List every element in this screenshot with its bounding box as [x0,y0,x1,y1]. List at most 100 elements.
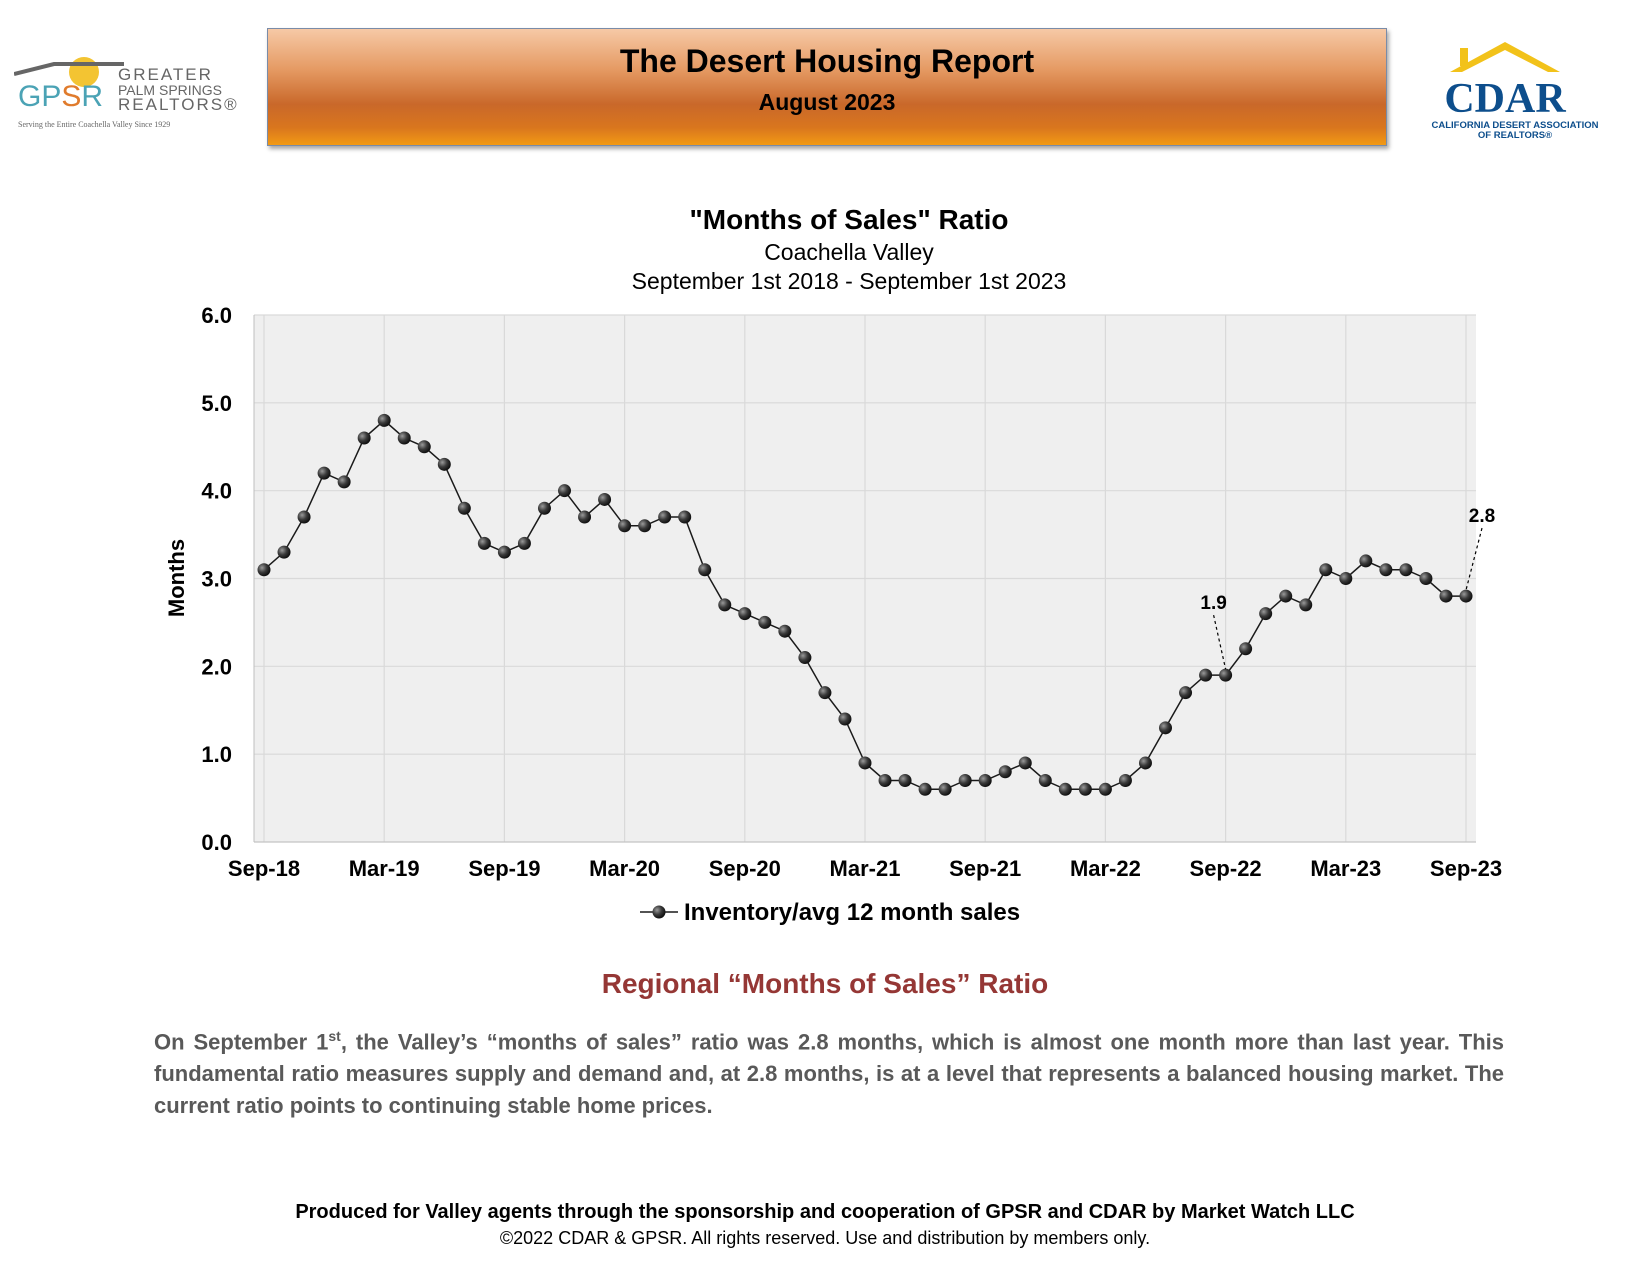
x-tick-label: Mar-19 [349,856,420,881]
data-point [1379,563,1393,577]
data-point [257,563,271,577]
legend-label: Inventory/avg 12 month sales [684,899,1020,926]
x-tick-label: Mar-23 [1310,856,1381,881]
data-point [337,475,351,489]
data-point [1219,668,1233,682]
data-point [818,686,832,700]
gpsr-mark-g: GP [18,80,61,113]
data-point [417,440,431,454]
gpsr-line3: REALTORS® [118,95,239,114]
gpsr-mark-s: S [61,80,81,113]
report-title: The Desert Housing Report [619,43,1035,79]
data-point [1439,589,1453,603]
data-point [718,598,732,612]
data-point [618,519,632,533]
data-point [1058,782,1072,796]
cdar-roof-icon [1450,42,1560,72]
data-point [1299,598,1313,612]
data-point [578,510,592,524]
data-point [1199,668,1213,682]
x-tick-label: Sep-19 [468,856,540,881]
data-point [918,782,932,796]
data-point [1259,607,1273,621]
data-point [658,510,672,524]
x-tick-label: Mar-22 [1070,856,1141,881]
y-tick-label: 6.0 [201,303,232,328]
annotation-label: 1.9 [1200,593,1226,614]
data-point [1179,686,1193,700]
data-point [1038,774,1052,788]
cdar-chimney-icon [1460,48,1468,66]
chart-date-range: September 1st 2018 - September 1st 2023 [632,268,1067,294]
gpsr-tagline: Serving the Entire Coachella Valley Sinc… [18,120,170,129]
chart-title: "Months of Sales" Ratio [689,204,1008,235]
data-point [1459,589,1473,603]
x-tick-label: Sep-20 [709,856,781,881]
data-point [1339,572,1353,585]
data-point [537,501,551,515]
data-point [1098,782,1112,796]
y-axis-label: Months [164,539,189,617]
y-tick-label: 3.0 [201,567,232,592]
data-point [1118,774,1132,788]
data-point [558,484,571,498]
data-point [1138,756,1152,770]
data-point [297,510,311,524]
data-point [1078,782,1092,796]
x-tick-label: Sep-23 [1430,856,1502,881]
data-point [1319,563,1333,577]
footer-sponsorship: Produced for Valley agents through the s… [295,1201,1355,1223]
y-tick-label: 5.0 [201,391,232,416]
data-point [1159,721,1172,735]
gpsr-logo: GPSR GREATER PALM SPRINGS REALTORS® Serv… [14,57,239,129]
report-banner: The Desert Housing Report August 2023 [267,28,1387,146]
cdar-mark: CDAR [1444,76,1566,122]
data-point [457,501,471,515]
data-point [858,756,872,770]
para-sup: st [328,1028,341,1044]
y-tick-label: 2.0 [201,654,232,679]
annotation-label: 2.8 [1469,506,1495,527]
data-point [778,624,792,638]
data-point [277,545,291,559]
data-point [1018,756,1032,770]
section-heading: Regional “Months of Sales” Ratio [601,968,1049,999]
x-tick-label: Mar-21 [830,856,901,881]
data-point [998,765,1012,779]
data-point [678,510,692,524]
cdar-line2: OF REALTORS® [1478,130,1552,141]
chart-subtitle: Coachella Valley [764,239,934,265]
annotation-leader [1465,527,1483,591]
data-point [878,774,892,788]
data-point [958,774,972,788]
data-point [798,651,812,665]
data-point [1279,589,1293,603]
series-points [257,413,1473,796]
x-tick-label: Sep-18 [228,856,300,881]
data-point [1419,572,1433,585]
gpsr-line1: GREATER [118,65,213,84]
data-annotations: 1.9 2.8 [1200,506,1495,670]
data-point [898,774,912,788]
data-point [437,457,451,471]
cdar-logo: CDAR CALIFORNIA DESERT ASSOCIATION OF RE… [1432,42,1599,141]
y-tick-label: 4.0 [201,479,232,504]
legend-marker-icon [652,905,666,919]
x-tick-labels: Sep-18 Mar-19 Sep-19 Mar-20 Sep-20 Mar-21 Sep-… [228,856,1502,881]
summary-paragraph: On September 1st, the Valley’s “months o… [154,1020,1504,1122]
x-tick-label: Mar-20 [589,856,660,881]
data-point [638,519,652,533]
gpsr-mark-r: R [81,80,103,113]
y-tick-label: 0.0 [201,830,232,855]
data-point [838,712,852,726]
data-point [477,536,491,550]
data-point [397,431,411,445]
cdar-line1: CALIFORNIA DESERT ASSOCIATION [1432,120,1599,131]
para-rest: , the Valley’s “months of sales” ratio w… [154,1029,1504,1119]
data-point [317,466,331,480]
data-point [377,413,391,427]
data-point [738,607,752,621]
report-subtitle: August 2023 [758,89,896,115]
y-tick-labels: 0.0 1.0 2.0 3.0 4.0 5.0 6.0 [201,303,232,855]
months-of-sales-chart: "Months of Sales" Ratio Coachella Valley… [164,204,1502,926]
